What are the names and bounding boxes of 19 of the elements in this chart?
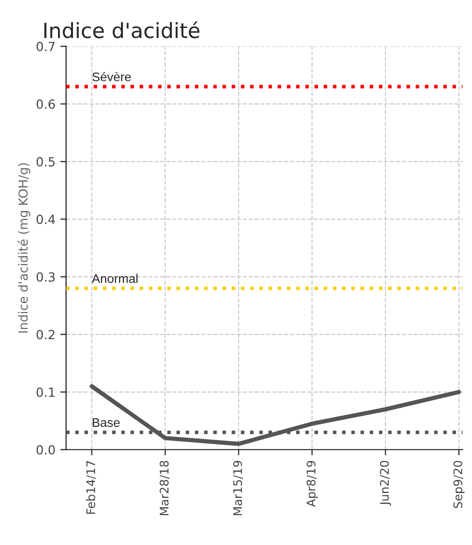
x-tick-label: Jun2/20 — [380, 460, 392, 506]
y-tick-label: 0.1 — [36, 387, 55, 397]
y-tick-label: 0.0 — [36, 445, 55, 455]
x-tick-label: Apr8/19 — [306, 460, 318, 507]
y-tick-label: 0.2 — [36, 330, 54, 340]
ref-line-label: Base — [92, 418, 120, 427]
y-tick-label: 0.3 — [36, 272, 55, 282]
y-tick-label: 0.4 — [36, 214, 55, 224]
x-tick-label: Feb14/17 — [86, 461, 96, 514]
y-tick-label: 0.5 — [36, 157, 55, 166]
x-tick-label: Mar15/19 — [233, 460, 243, 516]
y-axis-title: Indice d'acidité (mg KOH/g) — [18, 163, 30, 333]
ref-line-label: Anormal — [92, 274, 138, 283]
y-tick-label: 0.6 — [36, 99, 55, 109]
x-tick-label: Sep9/20 — [453, 460, 465, 508]
chart-title: Indice d'acidité — [44, 21, 200, 38]
ref-line-label: Sévère — [92, 72, 131, 82]
y-tick-label: 0.7 — [36, 42, 55, 52]
x-tick-label: Mar28/18 — [160, 460, 170, 516]
